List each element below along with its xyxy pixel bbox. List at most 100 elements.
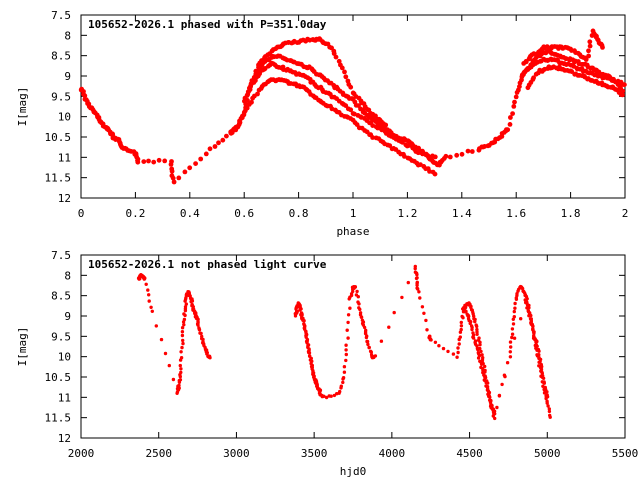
data-point: [545, 401, 549, 405]
data-point: [483, 375, 487, 379]
data-point: [151, 159, 157, 165]
data-point: [171, 179, 177, 185]
data-point: [149, 305, 153, 309]
data-point: [182, 312, 186, 316]
y-tick-label: 12: [58, 192, 71, 205]
data-point: [497, 393, 502, 398]
data-point: [541, 376, 546, 380]
data-point: [546, 404, 550, 408]
data-point: [478, 343, 482, 347]
data-point: [406, 280, 410, 285]
data-point: [503, 374, 507, 379]
data-point: [420, 151, 425, 157]
data-point: [512, 99, 517, 105]
data-point: [369, 350, 373, 354]
data-point: [460, 314, 464, 319]
data-point: [468, 321, 472, 326]
data-point: [212, 144, 218, 149]
data-point: [197, 328, 202, 332]
data-point: [443, 153, 449, 159]
data-point: [465, 148, 471, 154]
data-point: [365, 339, 370, 344]
x-tick-label: 2500: [145, 447, 172, 460]
data-point: [586, 48, 591, 54]
data-point: [146, 158, 151, 164]
data-point: [359, 315, 364, 319]
data-point: [298, 308, 302, 312]
data-point: [208, 356, 212, 360]
data-point: [510, 111, 515, 116]
data-point: [471, 336, 476, 340]
data-point: [488, 398, 493, 403]
data-point: [400, 295, 404, 300]
plot-frame: [80, 254, 626, 439]
data-point: [545, 395, 550, 399]
data-point: [182, 323, 186, 327]
y-tick-label: 8: [64, 269, 71, 282]
x-axis-label: phase: [336, 225, 369, 238]
y-tick-label: 10.5: [45, 131, 72, 144]
data-point: [162, 158, 168, 164]
data-point: [446, 349, 450, 354]
data-point: [339, 65, 345, 71]
data-point: [237, 120, 243, 125]
data-point: [458, 335, 462, 339]
data-point: [456, 346, 460, 350]
data-point: [322, 394, 326, 398]
x-tick-label: 2000: [68, 447, 95, 460]
data-points: [136, 264, 552, 421]
data-point: [469, 308, 474, 312]
data-point: [464, 309, 468, 314]
data-point: [181, 341, 185, 346]
data-point: [473, 319, 477, 324]
data-point: [485, 385, 490, 389]
data-point: [307, 351, 312, 355]
data-point: [163, 351, 168, 356]
data-point: [535, 344, 539, 348]
data-point: [512, 336, 517, 340]
y-tick-label: 8: [64, 29, 71, 42]
data-point: [510, 327, 515, 331]
data-point: [532, 331, 536, 336]
data-point: [247, 86, 253, 91]
data-point: [475, 327, 479, 332]
data-point: [333, 54, 339, 60]
data-point: [82, 93, 88, 99]
data-point: [459, 320, 463, 325]
x-tick-label: 5000: [534, 447, 561, 460]
data-point: [531, 75, 536, 81]
data-point: [537, 349, 541, 353]
data-point: [475, 332, 479, 336]
data-point: [542, 381, 546, 385]
data-point: [207, 146, 213, 152]
data-point: [433, 340, 438, 344]
data-point: [427, 169, 432, 174]
data-point: [373, 354, 378, 358]
data-point: [400, 139, 405, 145]
data-point: [483, 364, 487, 369]
data-point: [586, 53, 591, 59]
data-point: [357, 302, 361, 306]
data-point: [620, 92, 625, 98]
data-point: [459, 327, 463, 332]
x-tick-label: 0.4: [180, 207, 200, 220]
data-point: [458, 330, 463, 334]
data-point: [587, 39, 593, 45]
data-point: [537, 353, 541, 357]
x-tick-label: 1.6: [506, 207, 526, 220]
data-point: [487, 394, 491, 399]
data-point: [339, 384, 343, 388]
data-point: [367, 345, 371, 350]
data-point: [429, 338, 433, 342]
data-point: [346, 336, 350, 340]
data-point: [510, 332, 515, 336]
data-point: [249, 99, 254, 105]
x-tick-label: 3000: [223, 447, 250, 460]
data-point: [187, 165, 193, 171]
data-point: [415, 283, 419, 287]
y-tick-label: 7.5: [51, 9, 71, 22]
x-axis-label: hjd0: [340, 465, 367, 478]
data-point: [476, 348, 480, 352]
data-point: [500, 382, 504, 387]
